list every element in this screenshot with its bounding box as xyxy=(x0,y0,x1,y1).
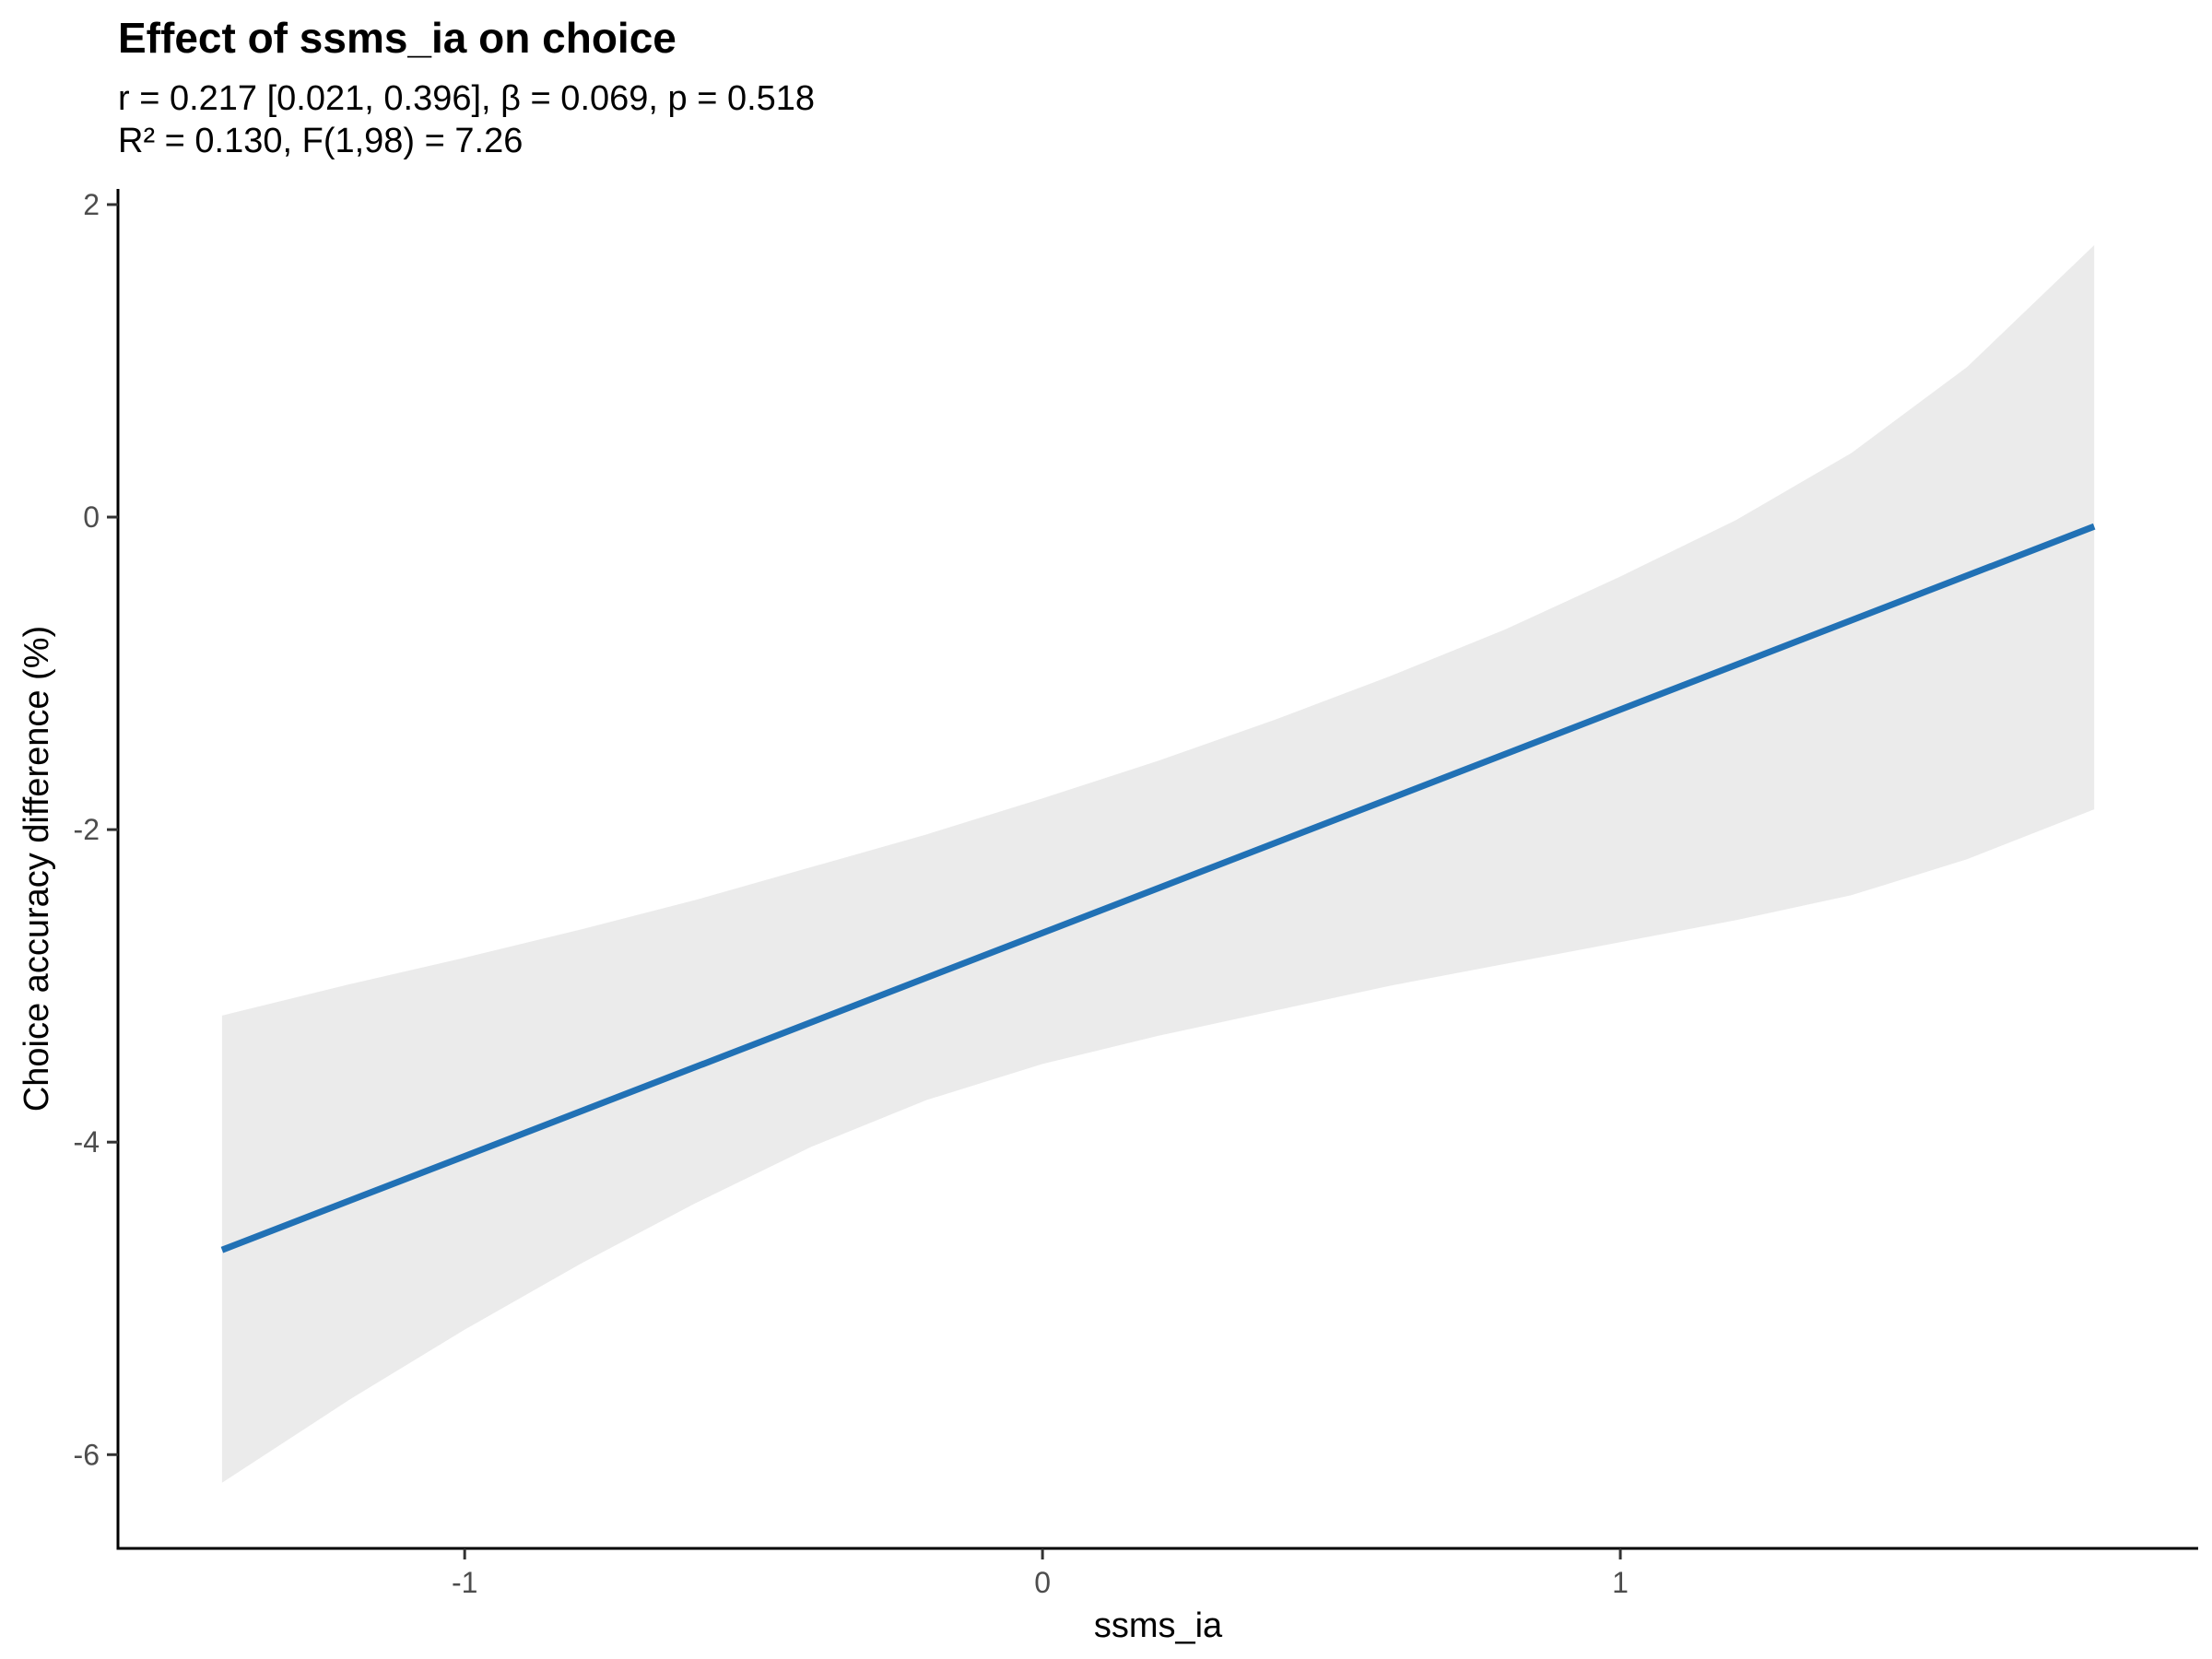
chart-subtitle-model-fit: R² = 0.130, F(1,98) = 7.26 xyxy=(118,122,524,160)
regression-line-layer xyxy=(220,523,2096,1253)
y-tick-label: -6 xyxy=(74,1438,100,1471)
x-tick-label: -1 xyxy=(452,1566,477,1599)
x-axis-title: ssms_ia xyxy=(1094,1606,1223,1645)
confidence-band xyxy=(221,245,2095,1483)
y-axis-title: Choice accuracy difference (%) xyxy=(18,626,56,1112)
y-tick-label: -4 xyxy=(74,1125,100,1159)
x-tick-label: 1 xyxy=(1612,1566,1629,1599)
chart-subtitle-stats: r = 0.217 [0.021, 0.396], β = 0.069, p =… xyxy=(118,79,816,118)
y-tick-label: 2 xyxy=(83,188,100,221)
chart-title: Effect of ssms_ia on choice xyxy=(118,14,677,62)
x-tick-label: 0 xyxy=(1034,1566,1051,1599)
y-tick-label: -2 xyxy=(74,813,100,846)
regression-line xyxy=(220,523,2096,1253)
confidence-band-layer xyxy=(221,245,2095,1483)
y-tick-label: 0 xyxy=(83,500,100,534)
axes-layer: -1 0 1 -6 -4 -2 0 2 xyxy=(74,188,2198,1599)
